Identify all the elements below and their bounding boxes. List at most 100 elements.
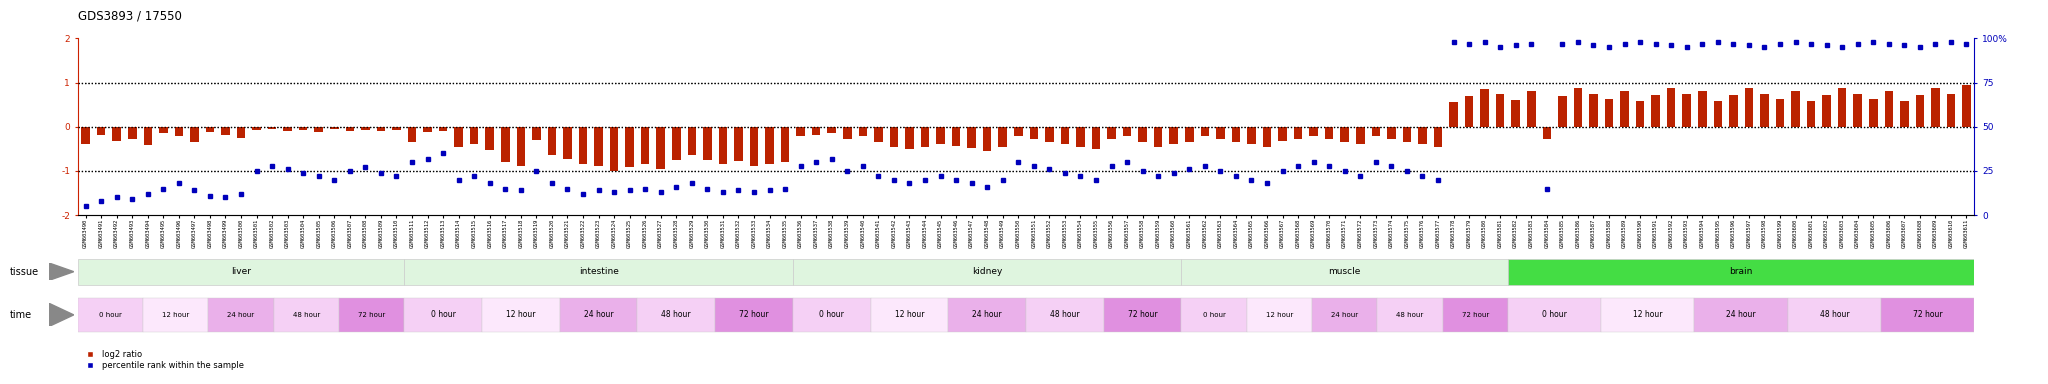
Bar bbox=[811, 127, 821, 135]
Text: 0 hour: 0 hour bbox=[430, 310, 455, 319]
Bar bbox=[1573, 88, 1583, 127]
Text: liver: liver bbox=[231, 267, 252, 276]
Bar bbox=[1341, 127, 1350, 142]
Bar bbox=[1745, 88, 1753, 127]
Bar bbox=[1200, 127, 1208, 136]
Text: 12 hour: 12 hour bbox=[162, 312, 188, 318]
Bar bbox=[1294, 127, 1303, 139]
Bar bbox=[205, 127, 215, 132]
Bar bbox=[1139, 127, 1147, 142]
Bar bbox=[403, 259, 793, 285]
Bar bbox=[424, 127, 432, 132]
Bar bbox=[889, 127, 899, 147]
Text: 72 hour: 72 hour bbox=[1128, 310, 1157, 319]
Bar bbox=[948, 298, 1026, 332]
Bar bbox=[209, 298, 274, 332]
Bar bbox=[1606, 99, 1614, 127]
Bar bbox=[922, 127, 930, 147]
Bar bbox=[827, 127, 836, 133]
Text: tissue: tissue bbox=[10, 266, 39, 277]
Bar bbox=[1108, 127, 1116, 139]
Text: 24 hour: 24 hour bbox=[227, 312, 254, 318]
Bar bbox=[190, 127, 199, 142]
Text: 0 hour: 0 hour bbox=[98, 312, 123, 318]
Bar bbox=[1507, 259, 1974, 285]
Bar bbox=[797, 127, 805, 136]
Bar bbox=[1247, 127, 1255, 144]
Bar bbox=[1403, 127, 1411, 142]
Text: muscle: muscle bbox=[1329, 267, 1362, 276]
Bar bbox=[481, 298, 559, 332]
Bar bbox=[1231, 127, 1241, 142]
Bar bbox=[1667, 88, 1675, 127]
Bar bbox=[672, 127, 680, 160]
Bar bbox=[936, 127, 944, 144]
Bar bbox=[952, 127, 961, 146]
Bar bbox=[1495, 94, 1505, 127]
Bar bbox=[1620, 91, 1628, 127]
Text: 0 hour: 0 hour bbox=[1202, 312, 1225, 318]
Bar bbox=[1061, 127, 1069, 144]
Bar bbox=[96, 127, 104, 135]
Bar bbox=[1792, 91, 1800, 127]
Bar bbox=[1698, 91, 1706, 127]
Text: 72 hour: 72 hour bbox=[1462, 312, 1489, 318]
Bar bbox=[1104, 298, 1182, 332]
Bar bbox=[844, 127, 852, 139]
Bar bbox=[733, 127, 743, 161]
Bar bbox=[719, 127, 727, 164]
Text: 48 hour: 48 hour bbox=[662, 310, 690, 319]
Text: 24 hour: 24 hour bbox=[973, 310, 1001, 319]
Bar bbox=[1729, 95, 1737, 127]
Bar bbox=[1450, 103, 1458, 127]
Bar bbox=[1823, 95, 1831, 127]
Bar bbox=[858, 127, 866, 136]
Bar bbox=[1915, 95, 1925, 127]
Bar bbox=[1153, 127, 1163, 147]
Text: GDS3893 / 17550: GDS3893 / 17550 bbox=[78, 10, 182, 23]
Bar bbox=[1044, 127, 1053, 142]
Bar bbox=[1264, 127, 1272, 147]
Bar bbox=[1186, 127, 1194, 142]
Text: 48 hour: 48 hour bbox=[1819, 310, 1849, 319]
Bar bbox=[1030, 127, 1038, 139]
Legend: log2 ratio, percentile rank within the sample: log2 ratio, percentile rank within the s… bbox=[82, 350, 244, 370]
Bar bbox=[559, 298, 637, 332]
Bar bbox=[78, 259, 403, 285]
Polygon shape bbox=[49, 303, 74, 326]
Bar bbox=[1442, 298, 1507, 332]
Bar bbox=[1122, 127, 1130, 136]
Text: time: time bbox=[10, 310, 33, 320]
Bar bbox=[999, 127, 1008, 147]
Bar bbox=[238, 127, 246, 138]
Bar bbox=[1559, 96, 1567, 127]
Text: 48 hour: 48 hour bbox=[293, 312, 319, 318]
Bar bbox=[1507, 298, 1602, 332]
Bar bbox=[1417, 127, 1427, 144]
Bar bbox=[438, 127, 446, 131]
Bar bbox=[637, 298, 715, 332]
Bar bbox=[657, 127, 666, 169]
Bar bbox=[143, 127, 152, 145]
Bar bbox=[793, 259, 1182, 285]
Bar bbox=[393, 127, 401, 130]
Bar bbox=[610, 127, 618, 171]
Bar bbox=[780, 127, 788, 162]
Bar bbox=[346, 127, 354, 131]
Bar bbox=[1511, 100, 1520, 127]
Text: 48 hour: 48 hour bbox=[1397, 312, 1423, 318]
Bar bbox=[274, 298, 340, 332]
Bar bbox=[1681, 94, 1692, 127]
Bar bbox=[1481, 89, 1489, 127]
Bar bbox=[1853, 94, 1862, 127]
Text: 24 hour: 24 hour bbox=[584, 310, 614, 319]
Bar bbox=[983, 127, 991, 151]
Text: 24 hour: 24 hour bbox=[1331, 312, 1358, 318]
Bar bbox=[793, 298, 870, 332]
Bar bbox=[78, 298, 143, 332]
Bar bbox=[750, 127, 758, 166]
Bar bbox=[1434, 127, 1442, 147]
Bar bbox=[221, 127, 229, 135]
Bar bbox=[1528, 91, 1536, 127]
Bar bbox=[1169, 127, 1178, 144]
